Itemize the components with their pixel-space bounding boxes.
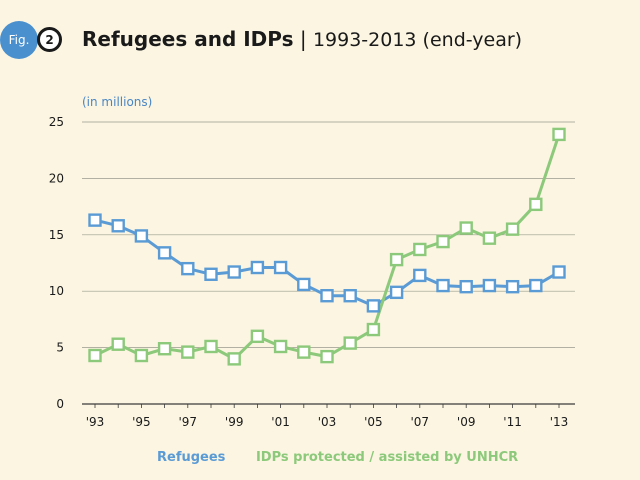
idps-point bbox=[552, 127, 566, 142]
y-tick-label: 10 bbox=[49, 284, 64, 298]
refugees-point bbox=[88, 213, 102, 227]
x-tick-label: '93 bbox=[86, 415, 105, 429]
idps-point bbox=[482, 231, 497, 245]
y-tick-label: 5 bbox=[56, 341, 64, 355]
idps-point bbox=[88, 348, 102, 363]
refugees-point bbox=[227, 265, 241, 279]
y-axis-ticks: 0 5 10 15 20 25 bbox=[49, 115, 64, 411]
idps-point bbox=[227, 352, 241, 366]
chart-title-subtitle: 1993-2013 (end-year) bbox=[312, 29, 523, 51]
idps-point bbox=[413, 242, 427, 257]
legend-item-refugees: Refugees bbox=[157, 450, 226, 465]
x-axis-ticks: '93 '95 '97 '99 '01 '03 '05 '07 '09 '11 '13 bbox=[86, 404, 569, 429]
idps-point bbox=[157, 342, 172, 356]
refugees-point bbox=[413, 268, 427, 283]
refugees-point bbox=[250, 260, 265, 275]
figure-tag-badge: Fig. bbox=[0, 21, 38, 59]
refugees-point bbox=[529, 278, 543, 293]
refugees-point bbox=[111, 219, 125, 233]
idps-point bbox=[389, 252, 404, 267]
y-tick-label: 15 bbox=[49, 228, 64, 242]
y-axis-unit-label: (in millions) bbox=[82, 95, 152, 109]
y-tick-label: 0 bbox=[56, 397, 64, 411]
idps-point bbox=[134, 348, 149, 363]
refugees-point bbox=[436, 278, 450, 293]
legend-item-idps: IDPs protected / assisted by UNHCR bbox=[255, 450, 519, 465]
x-tick-label: '11 bbox=[503, 415, 522, 429]
idps-point bbox=[366, 322, 381, 337]
idps-point bbox=[111, 337, 125, 351]
legend: Refugees IDPs protected / assisted by UN… bbox=[157, 450, 544, 465]
x-tick-label: '01 bbox=[271, 415, 290, 429]
x-tick-label: '03 bbox=[318, 415, 337, 429]
idps-point bbox=[273, 339, 288, 354]
x-tick-label: '13 bbox=[550, 415, 569, 429]
x-tick-label: '99 bbox=[225, 415, 244, 429]
idps-point bbox=[459, 221, 473, 235]
idps-point bbox=[250, 329, 265, 344]
refugees-point bbox=[273, 260, 288, 275]
idps-point bbox=[204, 339, 218, 354]
y-tick-label: 20 bbox=[49, 171, 64, 185]
refugees-point bbox=[389, 285, 404, 300]
refugees-point bbox=[459, 279, 473, 294]
idps-point bbox=[320, 349, 334, 364]
idps-point bbox=[343, 336, 357, 350]
figure-number-badge: 2 bbox=[37, 27, 62, 52]
x-tick-label: '07 bbox=[411, 415, 430, 429]
idps-point bbox=[436, 234, 450, 249]
refugees-point bbox=[552, 265, 566, 279]
idps-point bbox=[181, 345, 195, 359]
chart-title: Refugees and IDPs | 1993-2013 (end-year) bbox=[82, 27, 522, 51]
refugees-point bbox=[505, 279, 520, 294]
idps-point bbox=[297, 345, 311, 359]
refugees-point bbox=[366, 299, 381, 313]
refugees-point bbox=[343, 289, 357, 303]
series-lines bbox=[88, 127, 566, 366]
chart-title-separator: | bbox=[299, 27, 307, 51]
refugees-point bbox=[134, 229, 149, 243]
refugees-point bbox=[482, 278, 497, 293]
idps-point bbox=[529, 197, 543, 212]
refugees-point bbox=[204, 267, 218, 281]
chart-title-main: Refugees and IDPs bbox=[82, 27, 294, 51]
refugees-point bbox=[157, 246, 172, 260]
idps-point bbox=[505, 222, 520, 236]
refugees-point bbox=[320, 289, 334, 303]
x-tick-label: '09 bbox=[457, 415, 476, 429]
refugees-point bbox=[297, 277, 311, 292]
x-tick-label: '05 bbox=[364, 415, 383, 429]
y-tick-label: 25 bbox=[49, 115, 64, 129]
line-chart: 0 5 10 15 20 25 '93 '95 '97 '99 '01 '03 '05 '07 '09 '1… bbox=[49, 95, 575, 429]
x-tick-label: '97 bbox=[179, 415, 198, 429]
refugees-point bbox=[181, 261, 195, 276]
x-tick-label: '95 bbox=[132, 415, 151, 429]
